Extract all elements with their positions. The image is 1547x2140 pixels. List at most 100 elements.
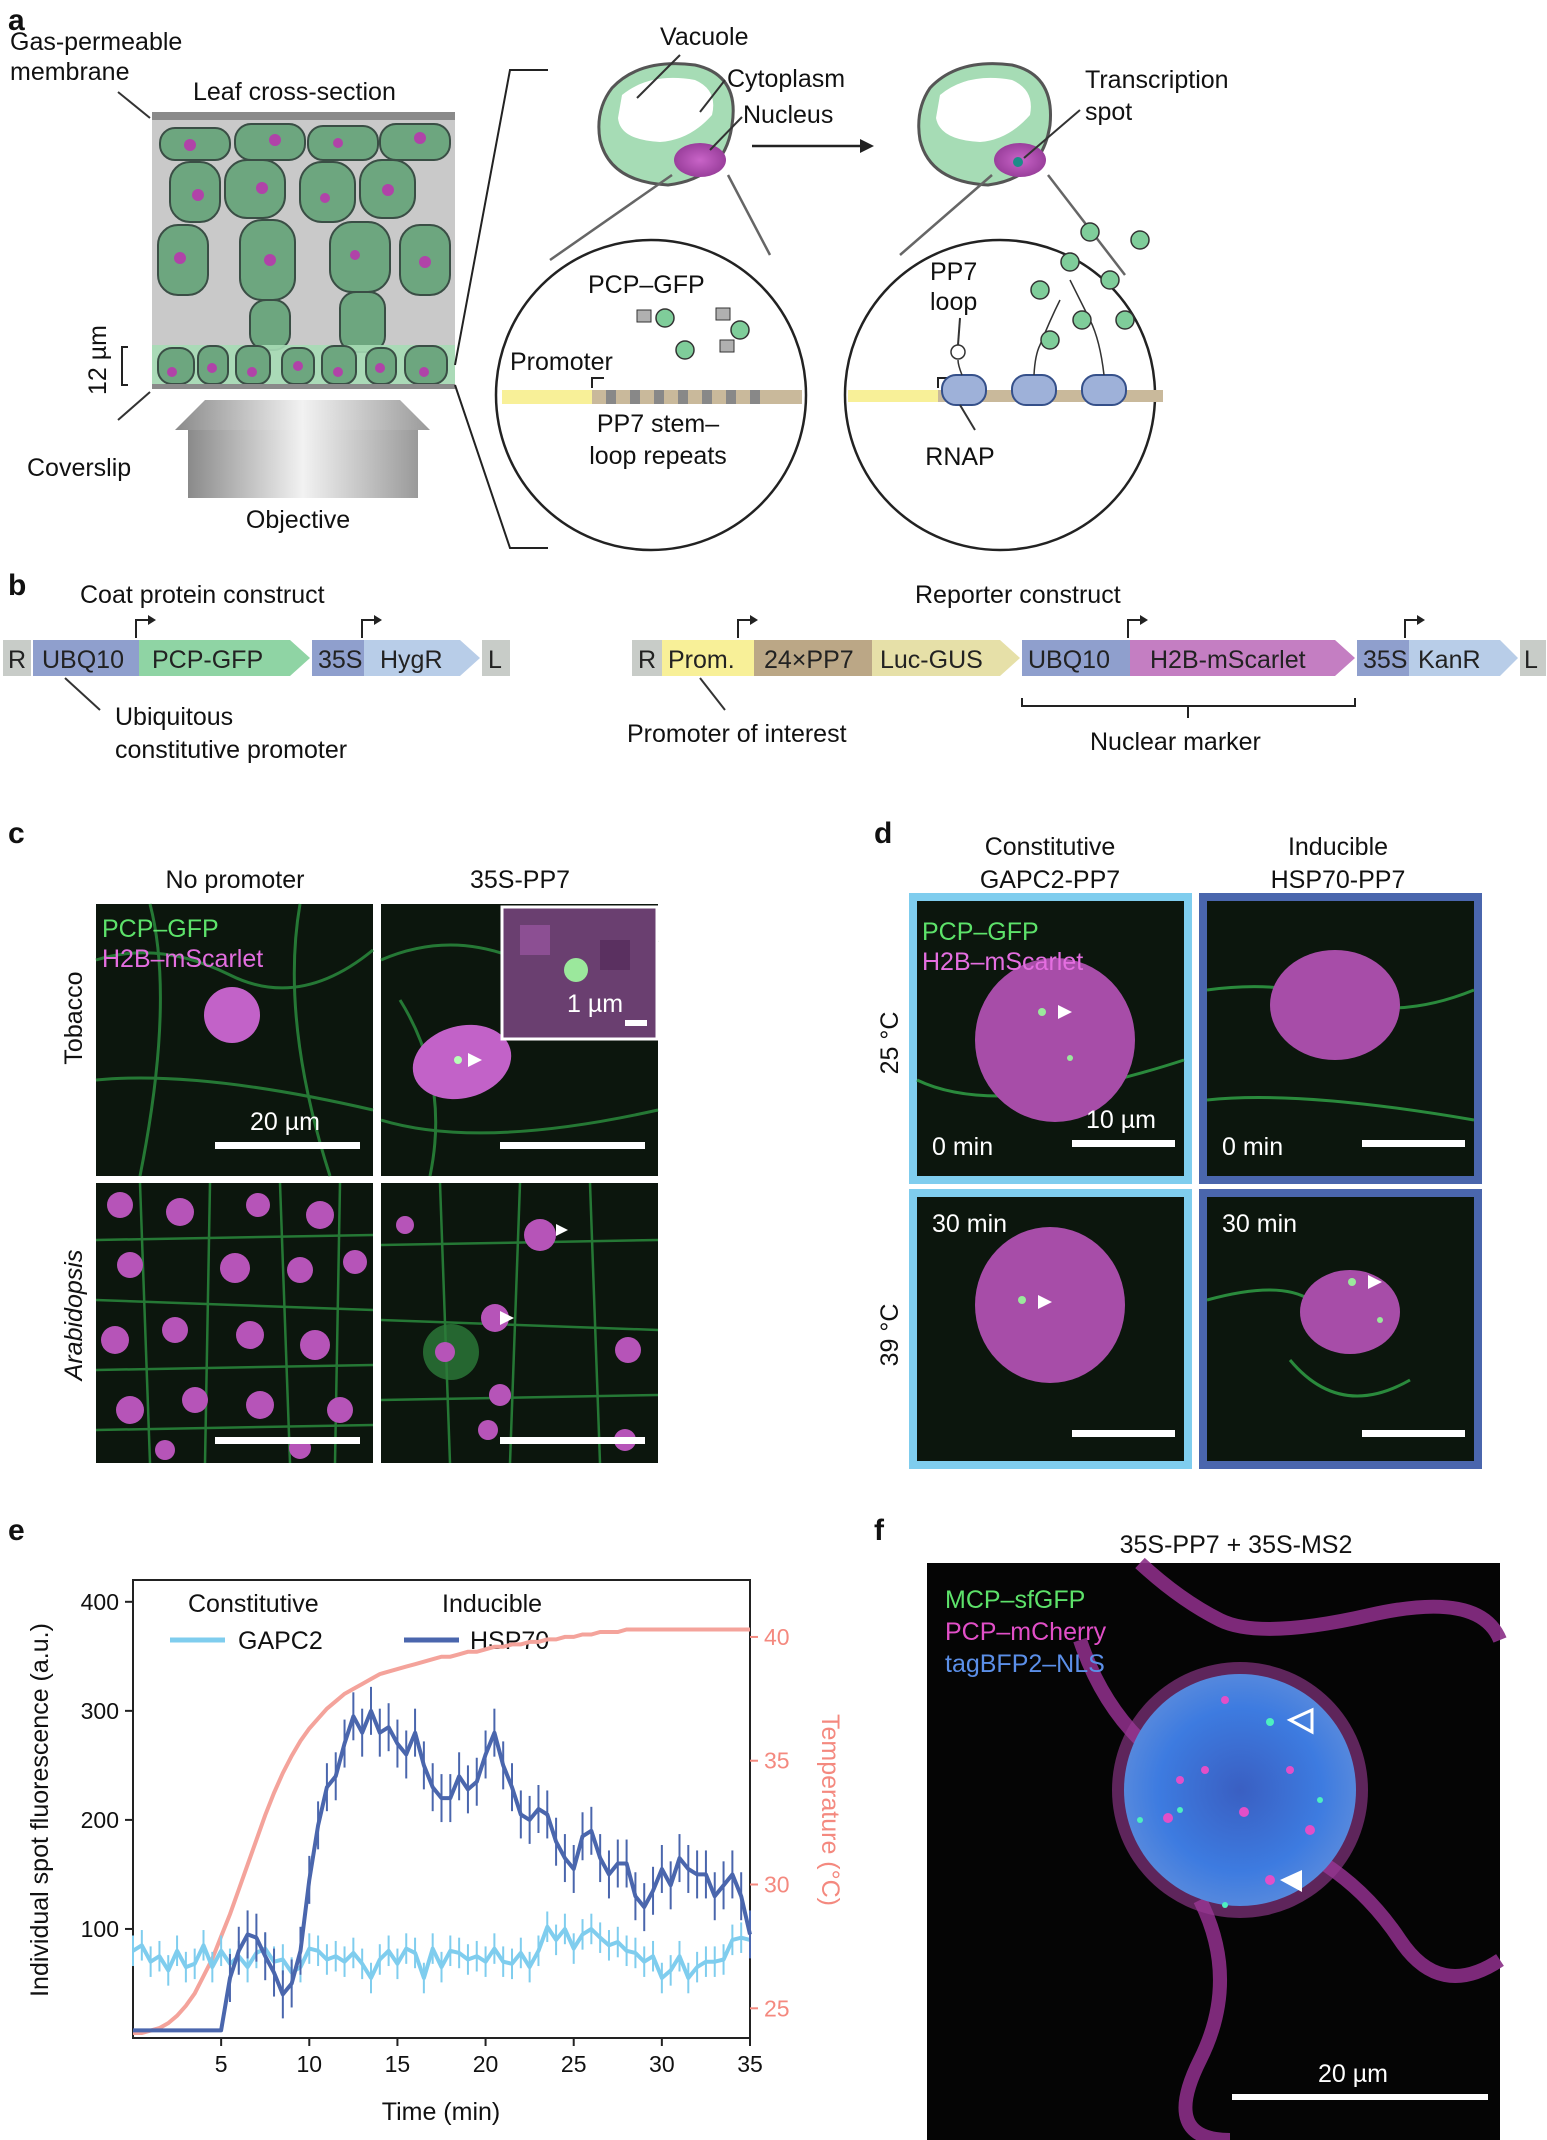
c-scale-label: 20 µm (250, 1108, 320, 1136)
e-x-tick-label: 30 (649, 2051, 675, 2077)
c-scale-bar-3 (215, 1437, 360, 1444)
cytoplasm-pointer (699, 79, 726, 113)
e-x-tick-label: 5 (215, 2051, 228, 2077)
panel-d-label: d (874, 817, 892, 850)
plant-cell-right (917, 62, 1053, 187)
d-row-title-2: 39 °C (876, 1304, 904, 1367)
coverslip-bar (152, 384, 455, 389)
c-inset-scale-label: 1 µm (567, 990, 623, 1018)
depth-bracket (121, 346, 128, 386)
reporter-construct-title: Reporter construct (915, 581, 1121, 609)
objective-label: Objective (246, 506, 350, 534)
rep-part-r-label: R (638, 646, 656, 674)
nuclear-marker-bracket (1021, 698, 1356, 718)
e-series-temperature (133, 1627, 750, 2035)
panel-e-label: e (8, 1514, 25, 1547)
c-inset (500, 905, 659, 1041)
leaf-section-label: Leaf cross-section (193, 78, 396, 106)
c-legend-h2b: H2B–mScarlet (102, 945, 263, 973)
c-image-tobacco-35s: 1 µm (380, 904, 659, 1177)
c-scale-bar-4 (500, 1437, 645, 1444)
panel-c-label: c (8, 817, 25, 850)
rep-part-h2b-label: H2B-mScarlet (1150, 646, 1306, 674)
membrane-label-line2: membrane (10, 58, 130, 86)
zoom-line-l1 (549, 173, 673, 262)
e-x-tick-label: 25 (561, 2051, 587, 2077)
zoom-line-r1 (899, 174, 993, 256)
d-col-title-2b: HSP70-PP7 (1271, 866, 1406, 894)
c-scale-bar-1 (215, 1142, 360, 1149)
e-y2-tick-label: 30 (764, 1872, 790, 1898)
zoom-line-l2 (726, 174, 772, 256)
gas-membrane-bar (152, 112, 455, 120)
e-plot-frame (132, 1579, 751, 2039)
e-legend-label-gapc2: GAPC2 (238, 1627, 323, 1655)
reporter-construct: R Prom. 24×PP7 Luc-GUS UBQ10 H2B-mScarle… (632, 615, 1546, 676)
coat-construct-title: Coat protein construct (80, 581, 325, 609)
coat-part-35s-label: 35S (318, 646, 362, 674)
pp7-loop-label-line1: PP7 (930, 258, 977, 286)
c-col-title-1: No promoter (166, 866, 305, 894)
transcription-label-line2: spot (1085, 98, 1132, 126)
c-image-arabidopsis-35s (380, 1182, 659, 1464)
f-legend-mcp: MCP–sfGFP (945, 1586, 1085, 1614)
e-x-tick-label: 35 (737, 2051, 763, 2077)
e-y-tick-label: 200 (81, 1807, 119, 1833)
promoter-arrow (591, 377, 604, 388)
coat-part-hygr (364, 640, 480, 676)
e-legend-header-2: Inducible (442, 1590, 542, 1618)
d-image-inducible-25c (1199, 893, 1482, 1184)
d-time-2: 0 min (1222, 1133, 1283, 1161)
coverslip-pointer (117, 391, 151, 421)
c-spot-arrow-arab-1 (556, 1224, 568, 1236)
ubiq-label-line2: constitutive promoter (115, 736, 347, 764)
rep-part-35s-label: 35S (1363, 646, 1407, 674)
nucleus-shape (674, 143, 726, 177)
d-col-title-1a: Constitutive (985, 833, 1116, 861)
d-legend-pcp: PCP–GFP (922, 918, 1039, 946)
nuclear-marker-label: Nuclear marker (1090, 728, 1261, 756)
coat-part-ubq10 (33, 640, 139, 676)
chart-e: Individual spot fluorescence (a.u.) Temp… (26, 1579, 844, 2126)
promoter-label: Promoter (510, 348, 613, 376)
d-legend-h2b: H2B–mScarlet (922, 948, 1083, 976)
c-image-tobacco-nopromoter (95, 903, 374, 1177)
c-image-arabidopsis-nopromoter (95, 1182, 374, 1464)
d-col-title-1b: GAPC2-PP7 (980, 866, 1120, 894)
plant-cell-left (597, 62, 735, 187)
coat-part-r-label: R (8, 646, 26, 674)
e-x-axis-label: Time (min) (382, 2098, 501, 2126)
rep-part-prom-label: Prom. (668, 646, 735, 674)
c-col-title-2: 35S-PP7 (470, 866, 570, 894)
panel-a-label: a (8, 4, 25, 37)
zoom-line-bottom (454, 384, 548, 549)
e-y2-tick-label: 25 (764, 1995, 790, 2021)
c-legend-pcp: PCP–GFP (102, 915, 219, 943)
c-row-title-2: Arabidopsis (60, 1250, 88, 1383)
e-y2-axis-label: Temperature (°C) (816, 1714, 844, 1906)
d-time-3: 30 min (932, 1210, 1007, 1238)
d-col-title-2a: Inducible (1288, 833, 1388, 861)
rep-part-lucgus-label: Luc-GUS (880, 646, 983, 674)
rnap-label: RNAP (925, 443, 994, 471)
rnap-pointer (959, 404, 976, 431)
objective-lens (175, 400, 430, 498)
bound-pcp-gfp (1030, 222, 1150, 350)
f-image (927, 1557, 1507, 2140)
d-image-constitutive-39c (909, 1189, 1192, 1469)
f-legend-tagbfp: tagBFP2–NLS (945, 1650, 1105, 1678)
d-image-inducible-39c (1199, 1189, 1482, 1469)
e-y2-tick-label: 35 (764, 1748, 790, 1774)
pcp-gfp-molecules (636, 307, 750, 360)
e-y-tick-label: 400 (81, 1589, 119, 1615)
coat-part-ubq10-label: UBQ10 (42, 646, 124, 674)
e-series-hsp70 (133, 1708, 752, 2033)
rep-part-ubq10-label: UBQ10 (1028, 646, 1110, 674)
f-scale-bar (1232, 2094, 1488, 2100)
ubiq-pointer (64, 677, 101, 711)
coat-part-l-label: L (488, 646, 502, 674)
e-y-tick-label: 300 (81, 1698, 119, 1724)
vacuole-label: Vacuole (660, 23, 749, 51)
f-scale-label: 20 µm (1318, 2060, 1388, 2088)
d-row-title-1: 25 °C (876, 1012, 904, 1075)
